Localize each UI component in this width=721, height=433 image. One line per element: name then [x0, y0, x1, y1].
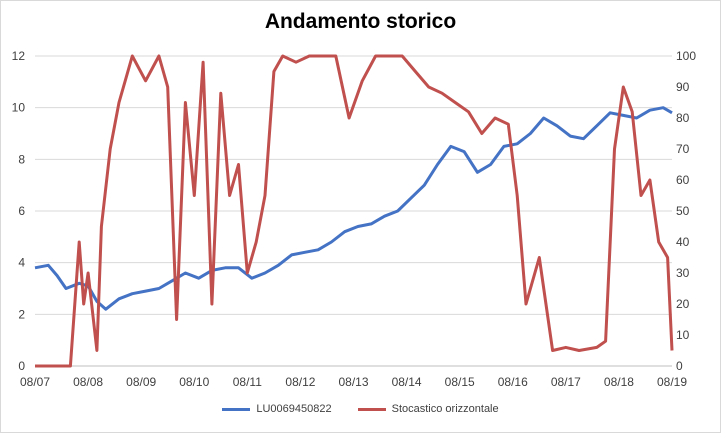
legend-swatch-series-1 [222, 407, 251, 411]
x-tick-label: 08/13 [338, 375, 368, 389]
legend-label-series-2: Stocastico orizzontale [391, 403, 499, 415]
y-right-tick-label: 60 [676, 173, 690, 187]
chart-title: Andamento storico [264, 10, 457, 33]
legend-swatch-series-2 [357, 407, 386, 411]
x-tick-label: 08/18 [604, 375, 634, 389]
y-left-tick-label: 6 [18, 204, 25, 218]
y-left-tick-label: 0 [18, 359, 25, 373]
x-tick-label: 08/19 [657, 375, 687, 389]
y-left-tick-label: 10 [12, 101, 26, 115]
x-tick-label: 08/15 [445, 375, 475, 389]
legend-item-series-2: Stocastico orizzontale [357, 403, 499, 415]
y-left-tick-label: 12 [12, 49, 26, 63]
series-line-1 [34, 106, 673, 311]
y-right-tick-label: 80 [676, 111, 690, 125]
y-right-tick-label: 0 [676, 359, 683, 373]
y-right-tick-label: 30 [676, 266, 690, 280]
y-left-tick-label: 8 [18, 152, 25, 166]
x-tick-label: 08/16 [498, 375, 528, 389]
x-tick-label: 08/12 [285, 375, 315, 389]
y-right-tick-label: 100 [676, 49, 696, 63]
y-right-tick-label: 90 [676, 80, 690, 94]
x-tick-label: 08/08 [73, 375, 103, 389]
legend-item-series-1: LU0069450822 [222, 403, 332, 415]
x-tick-label: 08/10 [179, 375, 209, 389]
x-tick-label: 08/07 [20, 375, 50, 389]
x-tick-label: 08/14 [392, 375, 422, 389]
y-right-tick-label: 10 [676, 328, 690, 342]
x-tick-label: 08/17 [551, 375, 581, 389]
x-tick-label: 08/11 [233, 375, 262, 389]
legend: LU0069450822 Stocastico orizzontale [0, 403, 721, 415]
y-right-tick-label: 40 [676, 235, 690, 249]
legend-label-series-1: LU0069450822 [256, 403, 332, 415]
y-right-tick-label: 50 [676, 204, 690, 218]
series-line-2 [35, 54, 674, 368]
y-left-tick-label: 2 [18, 307, 25, 321]
y-left-tick-label: 4 [18, 256, 25, 270]
x-tick-label: 08/09 [126, 375, 156, 389]
y-right-tick-label: 20 [676, 297, 690, 311]
y-right-tick-label: 70 [676, 142, 690, 156]
